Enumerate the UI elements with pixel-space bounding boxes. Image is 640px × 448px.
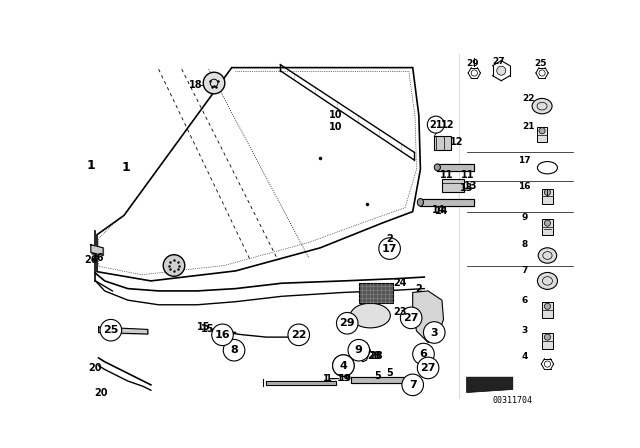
Text: 5: 5	[374, 370, 381, 381]
Circle shape	[348, 340, 369, 361]
Polygon shape	[467, 377, 513, 392]
Circle shape	[545, 220, 550, 226]
Text: 29: 29	[467, 59, 479, 68]
Text: 20: 20	[94, 388, 108, 397]
Text: 1—19: 1—19	[322, 374, 349, 383]
Text: 25: 25	[103, 325, 118, 335]
Text: 24: 24	[394, 278, 407, 288]
Circle shape	[401, 307, 422, 329]
Text: 6: 6	[521, 296, 527, 305]
Circle shape	[100, 319, 122, 341]
Text: 21: 21	[429, 120, 442, 129]
Text: 17: 17	[518, 155, 531, 164]
Circle shape	[545, 303, 550, 310]
Text: 17: 17	[382, 244, 397, 254]
Bar	[542, 302, 553, 318]
Circle shape	[545, 334, 550, 340]
Text: 15: 15	[201, 324, 214, 334]
Text: 26: 26	[84, 255, 97, 265]
Circle shape	[212, 324, 234, 345]
Ellipse shape	[538, 272, 557, 289]
Text: 28: 28	[367, 351, 381, 361]
Circle shape	[337, 313, 358, 334]
Bar	[542, 333, 553, 349]
Text: 27: 27	[403, 313, 419, 323]
Text: 6: 6	[420, 349, 428, 359]
Circle shape	[333, 355, 354, 376]
Ellipse shape	[538, 248, 557, 263]
Text: 27: 27	[420, 363, 436, 373]
Text: 12: 12	[442, 120, 455, 129]
Circle shape	[402, 374, 424, 396]
Text: 15: 15	[196, 322, 210, 332]
Text: 4: 4	[339, 361, 348, 370]
Text: 8: 8	[230, 345, 238, 355]
Bar	[542, 189, 553, 204]
Text: 14: 14	[432, 205, 445, 215]
Text: 8: 8	[521, 240, 527, 249]
Text: 3: 3	[521, 327, 527, 336]
Text: 28: 28	[369, 351, 383, 361]
Text: 11: 11	[461, 170, 475, 181]
Circle shape	[417, 357, 439, 379]
Ellipse shape	[532, 99, 552, 114]
Text: 25: 25	[534, 59, 547, 68]
Text: 20: 20	[89, 363, 102, 373]
Circle shape	[223, 340, 245, 361]
Text: 2: 2	[415, 284, 422, 293]
Text: 16: 16	[214, 330, 230, 340]
Polygon shape	[413, 291, 444, 343]
Text: 14: 14	[435, 206, 449, 216]
Text: 23: 23	[394, 307, 407, 317]
Circle shape	[379, 238, 401, 259]
Text: 29: 29	[339, 318, 355, 328]
Circle shape	[424, 322, 445, 343]
Circle shape	[497, 66, 506, 75]
Circle shape	[413, 343, 435, 365]
Text: 21: 21	[522, 122, 534, 131]
Bar	[435, 136, 451, 150]
Text: 2: 2	[386, 233, 392, 244]
Text: 12: 12	[450, 137, 463, 147]
Text: 13: 13	[460, 183, 474, 193]
Text: 7: 7	[409, 380, 417, 390]
Text: 1: 1	[122, 161, 131, 174]
Text: 11: 11	[440, 170, 453, 180]
Circle shape	[163, 255, 185, 276]
Text: 5: 5	[386, 368, 393, 378]
Text: 1—19: 1—19	[325, 374, 351, 383]
Text: 18: 18	[189, 80, 202, 90]
Text: 00311704: 00311704	[493, 396, 533, 405]
Text: 10: 10	[329, 110, 342, 121]
Circle shape	[288, 324, 310, 345]
Bar	[542, 220, 553, 235]
Circle shape	[428, 116, 444, 133]
Text: 4: 4	[521, 352, 527, 361]
Circle shape	[333, 355, 354, 376]
Circle shape	[545, 189, 550, 195]
Text: 9: 9	[521, 212, 527, 221]
Ellipse shape	[435, 164, 440, 171]
Text: 7: 7	[521, 267, 527, 276]
Text: 16: 16	[518, 182, 531, 191]
Text: 10: 10	[329, 122, 342, 132]
Text: 26: 26	[90, 253, 104, 263]
Circle shape	[204, 72, 225, 94]
Text: 9: 9	[355, 345, 363, 355]
Bar	[359, 283, 393, 303]
Text: 22: 22	[522, 94, 534, 103]
Text: 1: 1	[86, 159, 95, 172]
Ellipse shape	[350, 303, 390, 328]
Circle shape	[539, 128, 545, 134]
Text: 3: 3	[431, 327, 438, 337]
Bar	[537, 127, 547, 142]
Text: 22: 22	[291, 330, 307, 340]
Text: 27: 27	[493, 57, 505, 66]
Circle shape	[408, 375, 417, 385]
Bar	[442, 179, 463, 192]
Ellipse shape	[417, 198, 424, 206]
Text: 13: 13	[463, 181, 477, 191]
